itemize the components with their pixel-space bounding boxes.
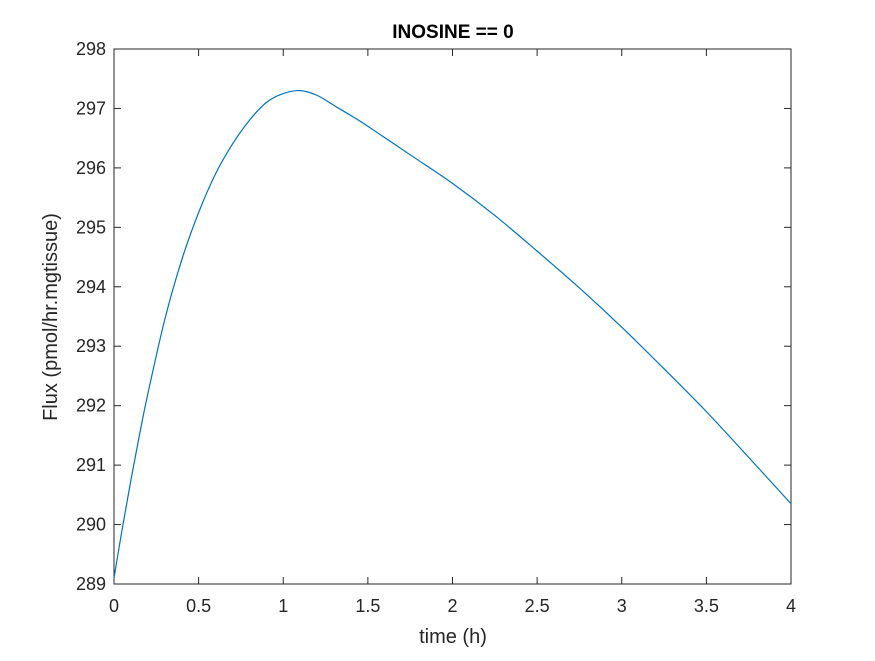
y-axis-ticks: 289 290 291 292 293 294 295 296 297 298 — [76, 39, 791, 594]
x-tick-label: 1 — [278, 596, 288, 616]
series-group — [113, 89, 792, 579]
y-tick-label: 291 — [76, 455, 106, 475]
x-tick-label: 2 — [447, 596, 457, 616]
plot-area-frame — [113, 48, 792, 585]
y-tick-label: 297 — [76, 98, 106, 118]
y-tick-label: 296 — [76, 158, 106, 178]
x-tick-label: 4 — [786, 596, 796, 616]
x-tick-label: 0 — [109, 596, 119, 616]
y-tick-label: 293 — [76, 336, 106, 356]
y-tick-label: 295 — [76, 217, 106, 237]
x-axis-ticks: 0 0.5 1 1.5 2 2.5 3 3.5 4 — [109, 49, 796, 616]
x-tick-label: 3 — [617, 596, 627, 616]
x-tick-label: 2.5 — [525, 596, 550, 616]
x-tick-label: 0.5 — [186, 596, 211, 616]
y-tick-label: 290 — [76, 515, 106, 535]
series-line — [113, 89, 792, 579]
y-axis-label: Flux (pmol/hr.mgtissue) — [40, 213, 62, 421]
y-tick-label: 294 — [76, 277, 106, 297]
y-tick-label: 298 — [76, 39, 106, 59]
x-axis-label: time (h) — [419, 626, 487, 648]
chart-title: INOSINE == 0 — [392, 22, 513, 43]
y-tick-label: 289 — [76, 574, 106, 594]
y-tick-label: 292 — [76, 396, 106, 416]
x-tick-label: 3.5 — [694, 596, 719, 616]
x-tick-label: 1.5 — [355, 596, 380, 616]
